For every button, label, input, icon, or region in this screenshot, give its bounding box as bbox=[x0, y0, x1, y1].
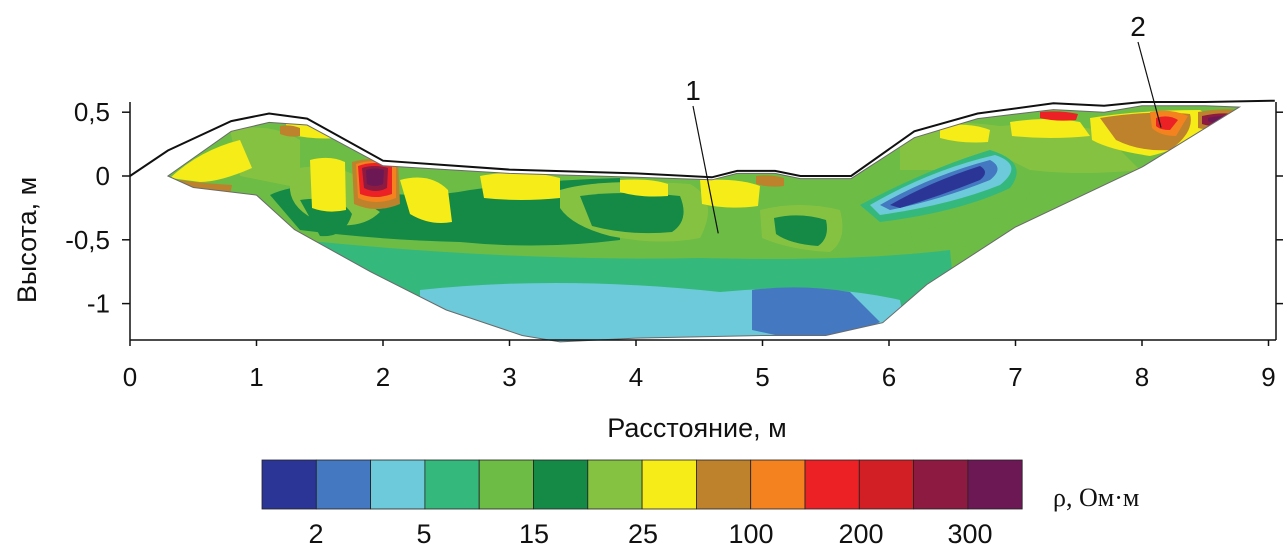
colorbar-swatch bbox=[315, 459, 371, 510]
contour-region bbox=[620, 179, 668, 197]
colorbar-tick-label: 300 bbox=[947, 519, 992, 544]
y-tick-label: -1 bbox=[87, 289, 110, 319]
annotation-2-leader bbox=[1137, 41, 1162, 128]
colorbar-unit-label: ρ, Ом·м bbox=[1053, 483, 1139, 512]
x-tick-label: 6 bbox=[882, 362, 896, 392]
x-tick-label: 8 bbox=[1135, 362, 1149, 392]
contour-region bbox=[1040, 111, 1078, 121]
colorbar-swatch bbox=[370, 459, 426, 510]
colorbar-swatch bbox=[696, 459, 752, 510]
x-tick-label: 2 bbox=[376, 362, 390, 392]
colorbar-tick-label: 100 bbox=[728, 519, 773, 544]
colorbar-swatch bbox=[750, 459, 806, 510]
axes: 0 1 2 3 4 5 6 7 8 9 0,5 0 -0,5 -1 bbox=[65, 97, 1283, 392]
contour-region bbox=[230, 127, 300, 188]
contour-region bbox=[756, 175, 784, 187]
colorbar-swatch bbox=[913, 459, 969, 510]
contour-region bbox=[752, 287, 880, 337]
contour-region bbox=[940, 124, 990, 143]
colorbar-swatch bbox=[967, 459, 1023, 510]
y-axis-title: Высота, м bbox=[12, 177, 42, 303]
x-tick-label: 0 bbox=[123, 362, 137, 392]
x-tick-label: 4 bbox=[629, 362, 643, 392]
annotation-1-leader bbox=[692, 105, 719, 234]
colorbar-swatch bbox=[587, 459, 643, 510]
contour-region bbox=[890, 166, 985, 208]
x-tick-label: 3 bbox=[502, 362, 516, 392]
colorbar-tick-label: 200 bbox=[838, 519, 883, 544]
colorbar-swatch bbox=[261, 459, 317, 510]
surface-profile-line bbox=[129, 99, 1275, 179]
contour-fills bbox=[167, 105, 1240, 342]
y-ticks: 0,5 0 -0,5 -1 bbox=[65, 97, 1283, 319]
section-outline bbox=[166, 105, 1242, 343]
contour-region bbox=[1156, 116, 1178, 130]
annotation-2-label: 2 bbox=[1130, 11, 1146, 42]
colorbar-swatch bbox=[641, 459, 697, 510]
colorbar: 2 5 15 25 100 200 300 bbox=[261, 459, 1023, 544]
x-tick-label: 1 bbox=[249, 362, 263, 392]
contour-region bbox=[366, 168, 384, 186]
contour-region bbox=[480, 172, 560, 200]
x-tick-label: 7 bbox=[1008, 362, 1022, 392]
contour-region bbox=[400, 177, 452, 223]
contour-region bbox=[310, 157, 346, 212]
x-ticks: 0 1 2 3 4 5 6 7 8 9 bbox=[123, 340, 1276, 392]
colorbar-tick-label: 5 bbox=[416, 519, 431, 544]
colorbar-tick-label: 15 bbox=[519, 519, 549, 544]
y-tick-label: -0,5 bbox=[65, 225, 110, 255]
contour-region bbox=[280, 125, 300, 137]
colorbar-swatch bbox=[804, 459, 860, 510]
x-tick-label: 5 bbox=[755, 362, 769, 392]
colorbar-swatch bbox=[858, 459, 914, 510]
contour-region bbox=[170, 140, 252, 182]
annotation-1-label: 1 bbox=[685, 75, 701, 106]
contour-region bbox=[1010, 119, 1090, 138]
colorbar-tick-label: 2 bbox=[308, 519, 323, 544]
y-tick-label: 0 bbox=[96, 161, 110, 191]
contour-region bbox=[774, 215, 827, 246]
contour-region bbox=[910, 218, 1004, 248]
colorbar-swatch bbox=[424, 459, 480, 510]
annotations: 12 bbox=[685, 11, 1162, 234]
x-axis-title: Расстояние, м bbox=[607, 413, 786, 443]
colorbar-swatch bbox=[478, 459, 534, 510]
x-tick-label: 9 bbox=[1261, 362, 1275, 392]
colorbar-swatch bbox=[533, 459, 589, 510]
contour-region bbox=[580, 193, 684, 234]
y-tick-label: 0,5 bbox=[74, 97, 110, 127]
contour-region bbox=[700, 179, 760, 208]
colorbar-tick-label: 25 bbox=[628, 519, 658, 544]
